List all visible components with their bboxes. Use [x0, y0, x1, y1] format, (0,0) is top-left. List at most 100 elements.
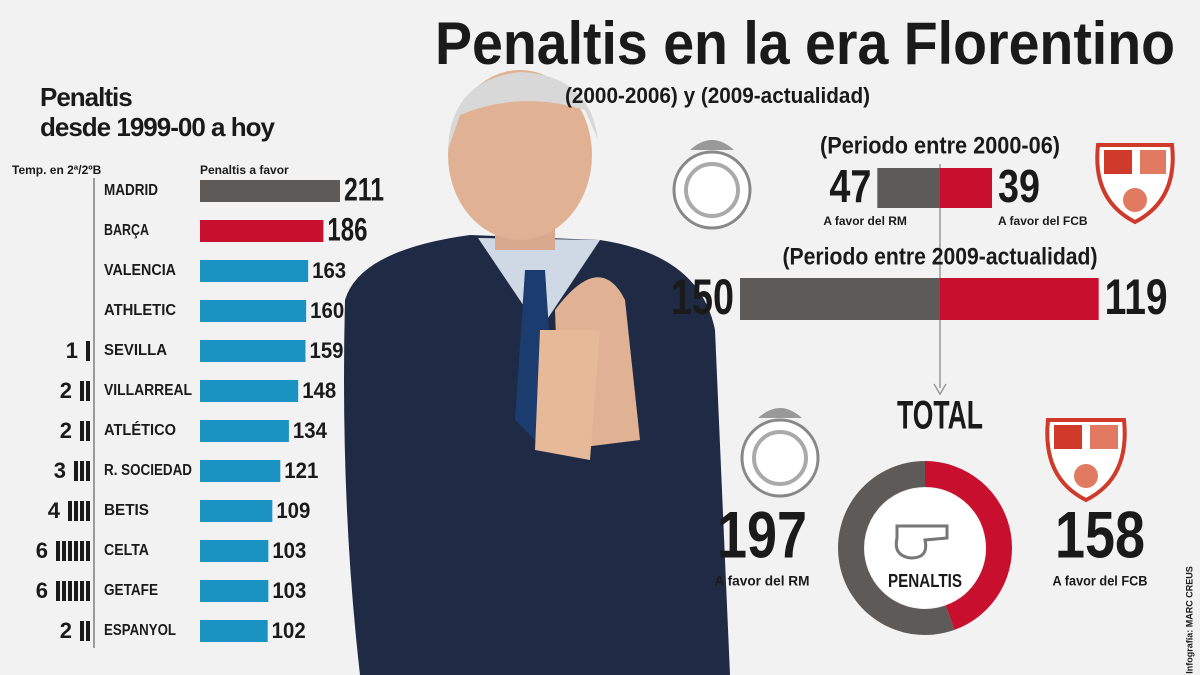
- subtitle: (2000-2006) y (2009-actualidad): [565, 83, 870, 108]
- total-value: 158: [1055, 497, 1145, 571]
- donut-segment: [838, 461, 955, 635]
- value-label: 159: [309, 338, 343, 363]
- category-label: VALENCIA: [104, 262, 176, 279]
- season-count: 6: [36, 538, 48, 563]
- season-blocks: [74, 461, 90, 481]
- donut-segment: [924, 461, 1012, 630]
- value-label: 103: [272, 578, 306, 603]
- donut-title: TOTAL: [897, 394, 983, 438]
- season-block: [86, 501, 90, 521]
- bar: [877, 168, 940, 208]
- season-block: [80, 541, 84, 561]
- season-block: [80, 381, 84, 401]
- category-label: GETAFE: [104, 582, 158, 599]
- barcelona-crest: [1095, 143, 1175, 225]
- season-block: [62, 541, 66, 561]
- season-blocks: [56, 581, 90, 601]
- season-block: [86, 541, 90, 561]
- period-title: (Periodo entre 2000-06): [820, 132, 1060, 159]
- season-count: 4: [48, 498, 61, 523]
- category-label: CELTA: [104, 542, 149, 559]
- bar: [940, 168, 992, 208]
- season-blocks: [56, 541, 90, 561]
- season-block: [56, 581, 60, 601]
- bar: [200, 580, 269, 602]
- season-count: 1: [66, 338, 78, 363]
- value-label: 119: [1105, 269, 1168, 325]
- season-block: [68, 581, 72, 601]
- category-label: BETIS: [104, 502, 149, 519]
- series-label: A favor del RM: [715, 573, 810, 589]
- season-blocks: [80, 421, 90, 441]
- bar: [200, 500, 273, 522]
- bar: [200, 540, 269, 562]
- value-label: 211: [344, 171, 384, 207]
- season-block: [80, 581, 84, 601]
- season-block: [86, 461, 90, 481]
- season-block: [86, 621, 90, 641]
- connector-arrow: [933, 383, 947, 396]
- bar: [200, 180, 340, 202]
- season-block: [86, 381, 90, 401]
- season-block: [86, 581, 90, 601]
- category-label: MADRID: [104, 182, 158, 199]
- left-title: Penaltis desde 1999-00 a hoy: [40, 82, 275, 142]
- total-value: 197: [717, 497, 807, 571]
- value-label: 163: [312, 258, 346, 283]
- season-blocks: [80, 381, 90, 401]
- season-count: 6: [36, 578, 48, 603]
- bar: [200, 420, 289, 442]
- bar: [200, 220, 324, 242]
- value-label: 47: [829, 160, 871, 212]
- season-block: [68, 501, 72, 521]
- season-count: 2: [60, 418, 72, 443]
- value-label: 102: [272, 618, 306, 643]
- photo: [344, 70, 730, 675]
- bar: [200, 260, 309, 282]
- season-blocks: [80, 621, 90, 641]
- credit: Infografía: MARC CREUS: [1184, 566, 1194, 674]
- value-label: 134: [293, 418, 328, 443]
- left-title-box: Penaltis desde 1999-00 a hoy: [40, 82, 275, 142]
- category-label: VILLARREAL: [104, 382, 192, 399]
- real-madrid-crest: [740, 408, 820, 498]
- season-count: 2: [60, 378, 72, 403]
- season-block: [74, 501, 78, 521]
- value-label: 186: [327, 211, 367, 247]
- season-block: [80, 461, 84, 481]
- period-title: (Periodo entre 2009-actualidad): [783, 243, 1098, 270]
- category-label: ATHLETIC: [104, 302, 176, 319]
- season-block: [80, 621, 84, 641]
- bar: [940, 278, 1099, 320]
- bar: [200, 340, 306, 362]
- category-label: ATLÉTICO: [104, 420, 176, 439]
- season-block: [80, 421, 84, 441]
- season-block: [86, 421, 90, 441]
- category-label: SEVILLA: [104, 342, 167, 359]
- title: Penaltis en la era Florentino: [435, 10, 1175, 77]
- donut-center-label: PENALTIS: [888, 571, 962, 591]
- category-label: BARÇA: [104, 222, 149, 239]
- barcelona-crest: [1045, 418, 1127, 503]
- season-block: [74, 581, 78, 601]
- season-block: [68, 541, 72, 561]
- seasons-header: Temp. en 2ª/2ºB: [12, 163, 102, 177]
- season-blocks: [68, 501, 90, 521]
- season-block: [62, 581, 66, 601]
- series-label: A favor del FCB: [1053, 573, 1148, 589]
- season-block: [74, 461, 78, 481]
- bar: [200, 460, 281, 482]
- season-block: [56, 541, 60, 561]
- real-madrid-crest: [672, 140, 752, 230]
- value-label: 160: [310, 298, 344, 323]
- bar: [200, 620, 268, 642]
- value-label: 121: [284, 458, 318, 483]
- category-label: R. SOCIEDAD: [104, 462, 192, 479]
- series-label: A favor del RM: [823, 214, 907, 228]
- season-count: 2: [60, 618, 72, 643]
- season-block: [86, 341, 90, 361]
- series-label: A favor del FCB: [998, 214, 1088, 228]
- bar: [740, 278, 940, 320]
